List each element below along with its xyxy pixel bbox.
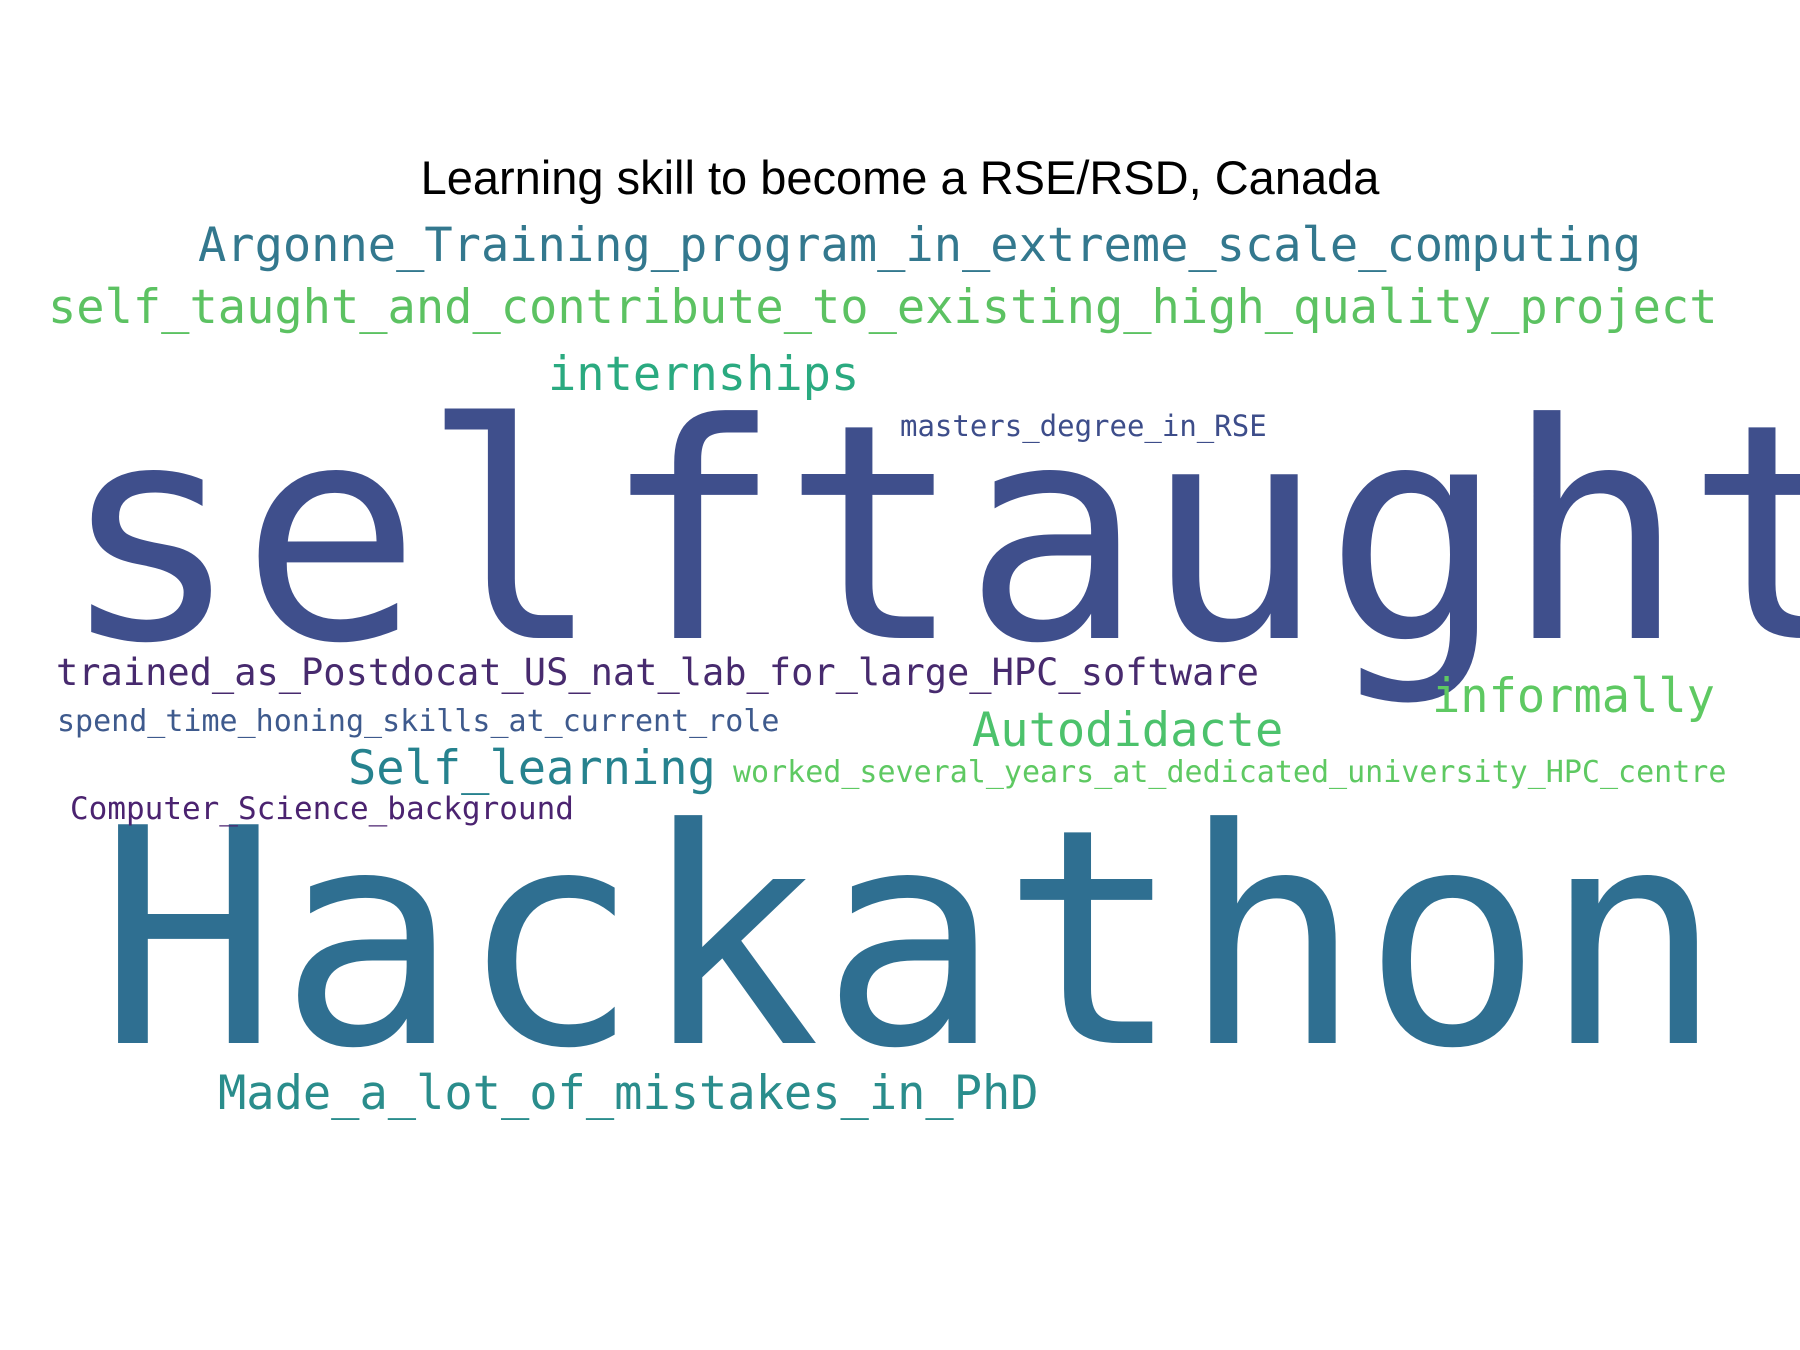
word-masters-degree: masters_degree_in_RSE: [900, 409, 1267, 443]
word-hackathon: Hackathon: [98, 765, 1724, 1114]
word-worked-hpc-centre: worked_several_years_at_dedicated_univer…: [733, 755, 1727, 790]
word-made-mistakes: Made_a_lot_of_mistakes_in_PhD: [218, 1066, 1039, 1121]
word-internships: internships: [548, 347, 860, 402]
word-autodidacte: Autodidacte: [972, 703, 1284, 758]
page-title: Learning skill to become a RSE/RSD, Cana…: [420, 151, 1380, 204]
word-spend-time: spend_time_honing_skills_at_current_role: [57, 704, 780, 739]
word-self-learning: Self_learning: [348, 741, 716, 796]
word-self-taught-contribute: self_taught_and_contribute_to_existing_h…: [48, 280, 1718, 335]
word-informally: informally: [1432, 669, 1715, 724]
word-argonne-training: Argonne_Training_program_in_extreme_scal…: [198, 218, 1642, 273]
word-selftaught: selftaught: [60, 360, 1800, 709]
word-trained-postdoc: trained_as_Postdocat_US_nat_lab_for_larg…: [56, 651, 1259, 694]
word-computer-science: Computer_Science_background: [70, 791, 574, 827]
